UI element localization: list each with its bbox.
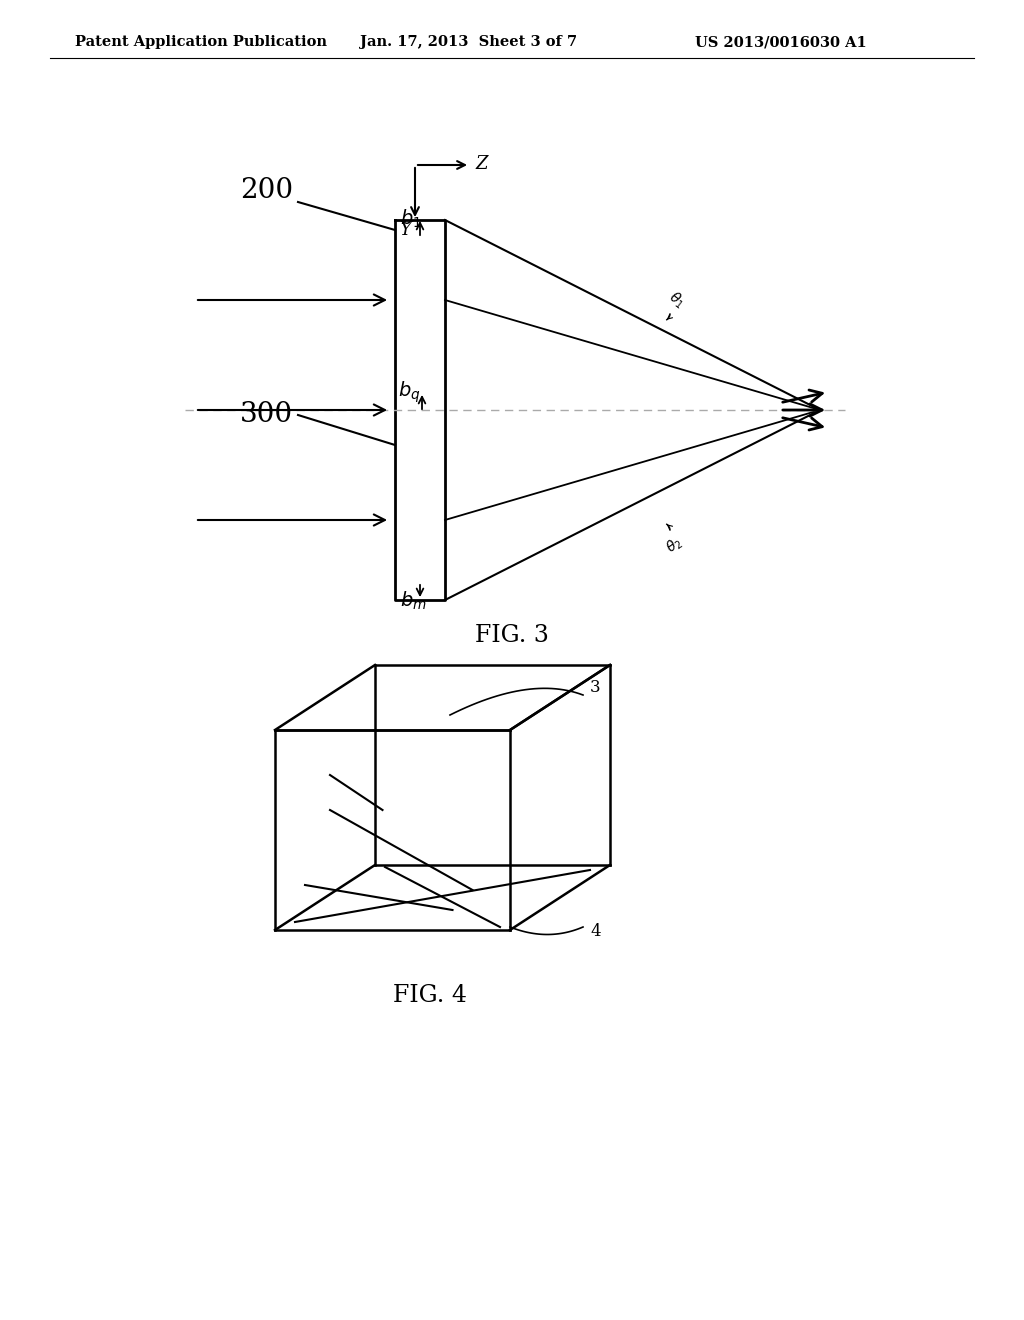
Text: $\theta_2$: $\theta_2$	[663, 533, 686, 557]
Text: $b_m$: $b_m$	[400, 590, 427, 612]
Text: 3: 3	[590, 680, 601, 697]
Text: Z: Z	[475, 154, 487, 173]
Text: $b_1$: $b_1$	[400, 207, 422, 230]
Text: FIG. 4: FIG. 4	[393, 983, 467, 1006]
Text: 4: 4	[590, 924, 601, 940]
Text: Jan. 17, 2013  Sheet 3 of 7: Jan. 17, 2013 Sheet 3 of 7	[360, 36, 578, 49]
Text: $\theta_1$: $\theta_1$	[665, 288, 688, 312]
Text: 300: 300	[240, 401, 293, 429]
Text: Patent Application Publication: Patent Application Publication	[75, 36, 327, 49]
Text: US 2013/0016030 A1: US 2013/0016030 A1	[695, 36, 866, 49]
Text: Y: Y	[399, 220, 411, 239]
Text: $b_q$: $b_q$	[398, 380, 421, 405]
Text: 200: 200	[240, 177, 293, 203]
Text: FIG. 3: FIG. 3	[475, 623, 549, 647]
